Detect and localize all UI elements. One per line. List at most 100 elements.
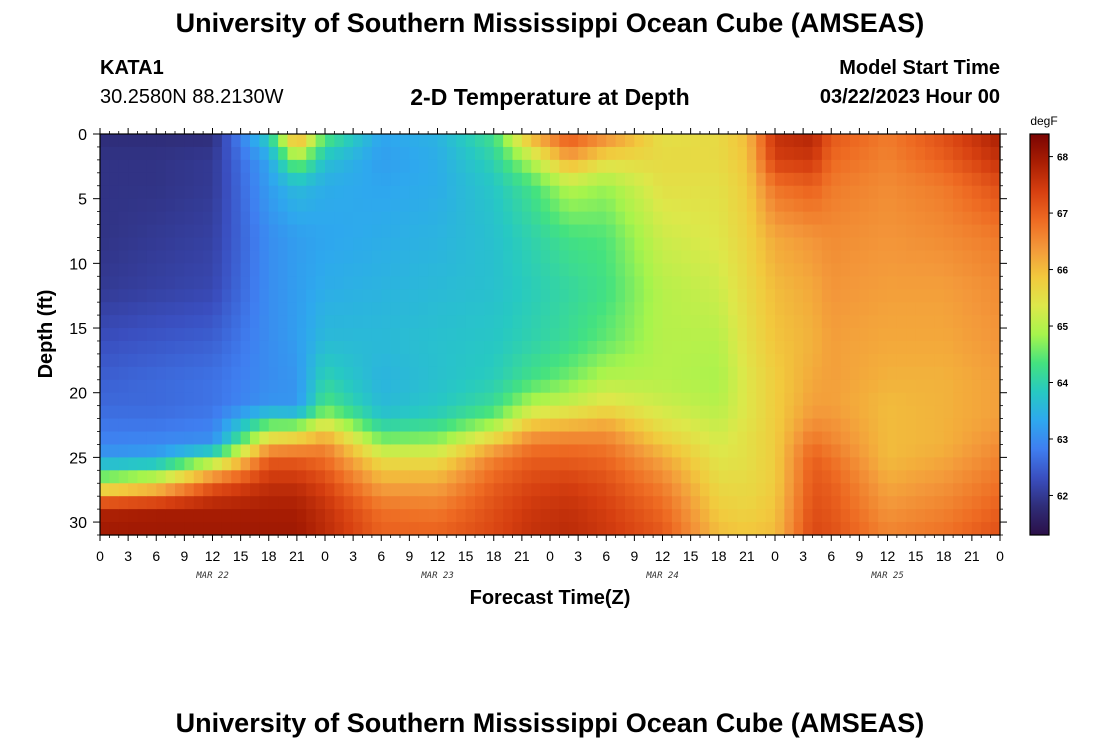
heatmap-cell [550, 315, 560, 329]
heatmap-cell [306, 250, 317, 264]
heatmap-cell [203, 392, 214, 407]
heatmap-cell [465, 315, 476, 329]
heatmap-cell [268, 379, 279, 394]
heatmap-cell [437, 522, 448, 536]
heatmap-cell [428, 392, 439, 407]
heatmap-cell [390, 134, 401, 148]
heatmap-cell [100, 431, 110, 446]
heatmap-cell [512, 431, 523, 446]
heatmap-cell [156, 172, 167, 187]
heatmap-cell [128, 289, 139, 303]
heatmap-cell [840, 405, 851, 420]
heatmap-cell [859, 328, 870, 342]
heatmap-cell [240, 315, 251, 329]
heatmap-cell [503, 496, 514, 510]
heatmap-cell [990, 263, 1001, 277]
heatmap-cell [362, 159, 373, 174]
heatmap-cell [653, 134, 664, 148]
heatmap-cell [990, 392, 1001, 407]
heatmap-cell [925, 509, 935, 523]
heatmap-cell [325, 379, 335, 394]
heatmap-cell [268, 250, 279, 264]
heatmap-cell [878, 172, 889, 187]
heatmap-cell [203, 302, 214, 316]
heatmap-cell [821, 302, 832, 316]
heatmap-cell [315, 431, 326, 446]
heatmap-cell [381, 224, 392, 239]
heatmap-cell [484, 146, 495, 161]
heatmap-cell [287, 418, 298, 433]
heatmap-cell [137, 418, 148, 433]
heatmap-cell [296, 470, 307, 484]
heatmap-cell [540, 470, 551, 484]
heatmap-cell [400, 263, 410, 277]
heatmap-cell [128, 276, 139, 290]
heatmap-cell [128, 315, 139, 329]
heatmap-cell [409, 224, 420, 239]
heatmap-cell [156, 353, 167, 368]
heatmap-cell [831, 211, 842, 226]
heatmap-cell [456, 522, 467, 536]
heatmap-cell [325, 340, 335, 355]
heatmap-cell [390, 379, 401, 394]
heatmap-cell [953, 379, 964, 394]
model-start-value: 03/22/2023 Hour 00 [819, 86, 1000, 108]
heatmap-cell [746, 366, 757, 381]
heatmap-cell [540, 522, 551, 536]
heatmap-cell [465, 418, 476, 433]
heatmap-cell [737, 353, 748, 368]
heatmap-cell [184, 522, 195, 536]
heatmap-cell [484, 483, 495, 497]
heatmap-cell [596, 392, 607, 407]
heatmap-cell [128, 237, 139, 252]
heatmap-cell [934, 379, 945, 394]
heatmap-cell [634, 457, 645, 471]
heatmap-cell [906, 340, 917, 355]
heatmap-cell [587, 418, 598, 433]
heatmap-cell [315, 198, 326, 213]
heatmap-cell [868, 509, 879, 523]
heatmap-cell [390, 509, 401, 523]
heatmap-cell [906, 134, 917, 148]
heatmap-cell [521, 185, 532, 200]
heatmap-cell [296, 172, 307, 187]
heatmap-cell [306, 522, 317, 536]
heatmap-cell [137, 211, 148, 226]
heatmap-cell [859, 431, 870, 446]
heatmap-cell [156, 405, 167, 420]
heatmap-cell [662, 470, 673, 484]
heatmap-cell [240, 509, 251, 523]
heatmap-cell [250, 211, 260, 226]
heatmap-cell [690, 211, 701, 226]
heatmap-cell [812, 211, 823, 226]
heatmap-cell [362, 418, 373, 433]
heatmap-cell [521, 315, 532, 329]
heatmap-cell [653, 366, 664, 381]
heatmap-cell [784, 379, 795, 394]
heatmap-cell [615, 315, 626, 329]
heatmap-cell [175, 457, 185, 471]
heatmap-cell [278, 457, 289, 471]
heatmap-cell [268, 457, 279, 471]
heatmap-cell [671, 431, 682, 446]
heatmap-cell [559, 198, 570, 213]
heatmap-cell [353, 418, 364, 433]
heatmap-cell [615, 276, 626, 290]
heatmap-cell [812, 263, 823, 277]
heatmap-cell [240, 366, 251, 381]
heatmap-cell [400, 198, 410, 213]
heatmap-cell [259, 444, 270, 458]
heatmap-cell [578, 146, 589, 161]
heatmap-cell [118, 340, 129, 355]
heatmap-cell [728, 146, 739, 161]
heatmap-cell [915, 315, 926, 329]
heatmap-cell [465, 211, 476, 226]
heatmap-cell [362, 457, 373, 471]
heatmap-cell [371, 224, 382, 239]
heatmap-cell [784, 340, 795, 355]
heatmap-cell [793, 289, 804, 303]
heatmap-cell [906, 289, 917, 303]
heatmap-cell [878, 379, 889, 394]
heatmap-cell [446, 211, 457, 226]
heatmap-cell [981, 237, 992, 252]
